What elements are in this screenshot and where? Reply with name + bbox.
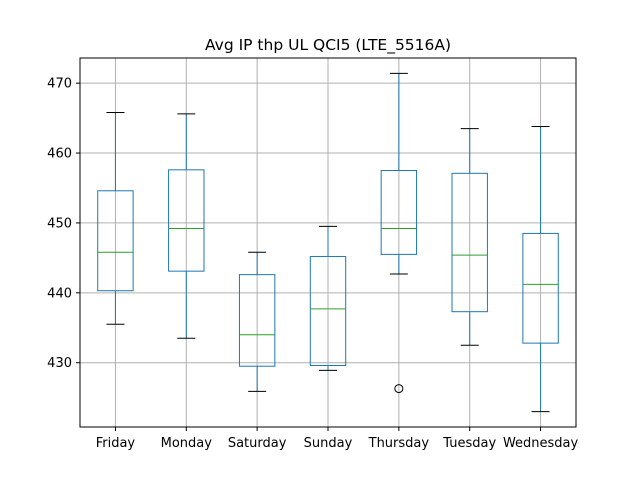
- y-tick-label: 470: [47, 77, 72, 92]
- x-tick-label: Saturday: [228, 436, 287, 451]
- box-group-monday: [168, 113, 205, 339]
- box-iqr: [522, 232, 559, 344]
- x-tick-label: Thursday: [368, 436, 430, 451]
- box-iqr: [168, 169, 205, 272]
- box-group-saturday: [238, 251, 276, 392]
- y-tick-label: 440: [47, 286, 72, 301]
- x-tick-label: Wednesday: [503, 436, 579, 451]
- y-tick-label: 460: [47, 147, 72, 162]
- outlier-point: [394, 384, 404, 394]
- box-iqr: [451, 172, 488, 313]
- x-tick-label: Friday: [96, 436, 136, 451]
- box-iqr: [97, 190, 134, 292]
- box-iqr: [380, 170, 418, 255]
- y-tick-label: 430: [47, 356, 72, 371]
- y-tick-label: 450: [47, 216, 72, 231]
- box-layer: [97, 72, 559, 413]
- box-group-wednesday: [522, 125, 559, 413]
- chart-title: Avg IP thp UL QCI5 (LTE_5516A): [205, 36, 451, 55]
- box-iqr: [309, 255, 347, 366]
- box-group-thursday: [380, 72, 418, 394]
- x-tick-label: Monday: [161, 436, 213, 451]
- box-iqr: [238, 274, 276, 367]
- box-group-sunday: [309, 225, 347, 371]
- box-group-tuesday: [451, 128, 488, 346]
- x-tick-label: Tuesday: [442, 436, 496, 451]
- box-group-friday: [97, 112, 134, 325]
- x-tick-label: Sunday: [304, 436, 353, 451]
- axis-layer: 430 440 450 460 470 Friday Monday Saturday Sunda…: [47, 77, 578, 451]
